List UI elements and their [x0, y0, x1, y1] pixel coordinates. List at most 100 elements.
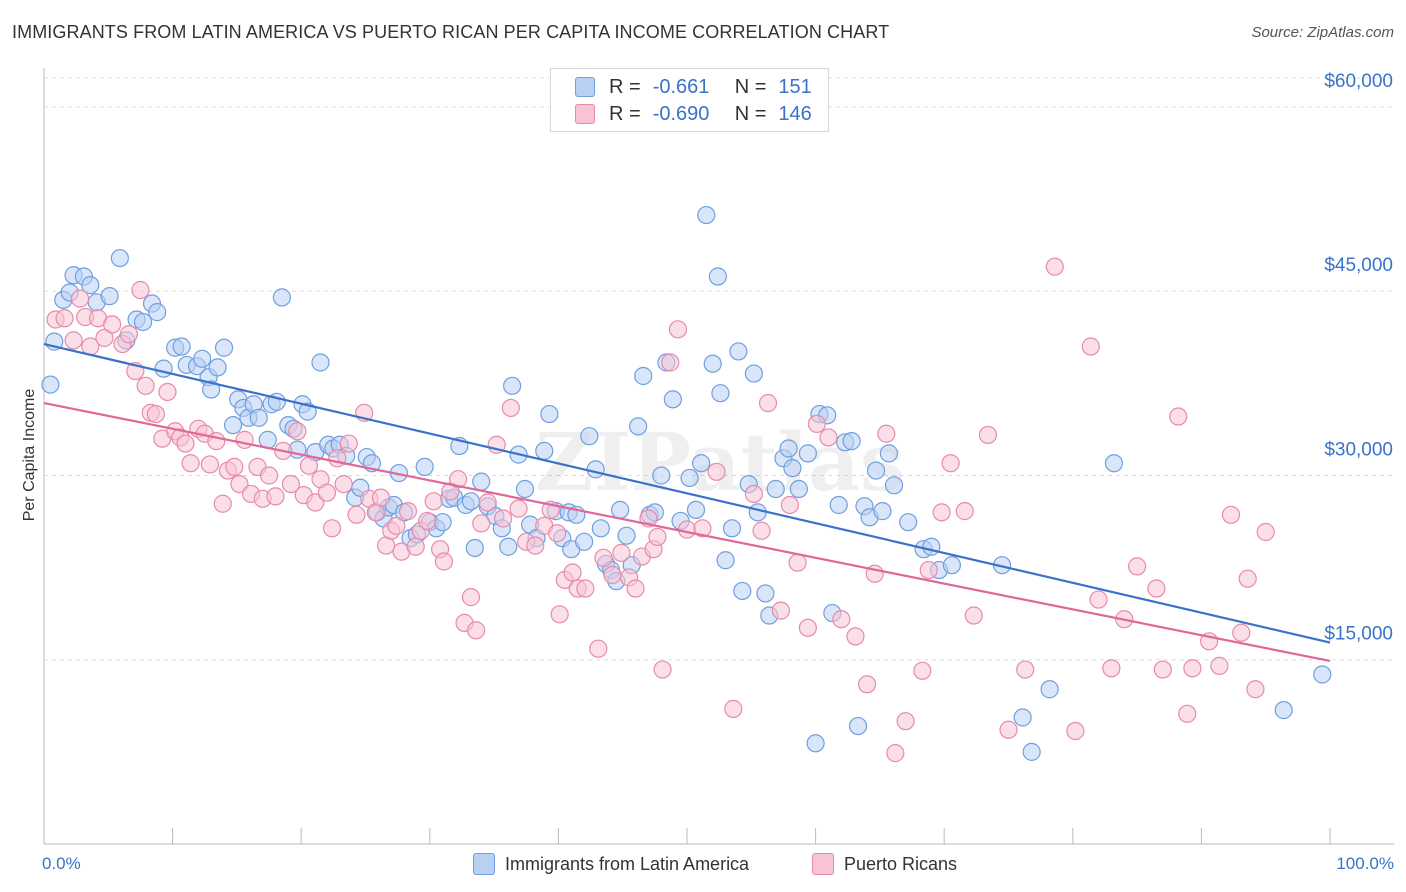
legend-item-latin-america: Immigrants from Latin America [473, 853, 749, 875]
scatter-point [1256, 522, 1275, 542]
scatter-point [146, 404, 165, 424]
scatter-point [461, 492, 481, 511]
scatter-point [697, 205, 716, 225]
scatter-point [1210, 656, 1229, 675]
scatter-point [806, 734, 825, 753]
scatter-point [1169, 407, 1188, 426]
scatter-point [119, 325, 138, 344]
scatter-point [932, 503, 951, 522]
scatter-point [347, 505, 366, 524]
scatter-point [225, 457, 244, 476]
y-tick-label: $60,000 [1324, 71, 1393, 92]
r-label: R = [609, 75, 641, 98]
legend-swatch-blue [473, 853, 495, 875]
blue-swatch [575, 77, 595, 97]
scatter-point [591, 519, 610, 538]
scatter-point [433, 513, 452, 532]
scatter-point [629, 417, 648, 436]
scatter-point [1274, 701, 1293, 720]
scatter-point [448, 470, 468, 489]
scatter-point [722, 519, 742, 538]
scatter-point [466, 621, 486, 640]
scatter-point [758, 393, 778, 413]
scatter-point [680, 468, 699, 488]
scatter-point [580, 427, 599, 446]
scatter-point [829, 495, 848, 515]
trend-line [43, 401, 1331, 663]
scatter-point [866, 461, 886, 480]
scatter-point [748, 503, 767, 522]
scatter-point [1147, 579, 1166, 598]
scatter-point [886, 744, 905, 763]
scatter-point [716, 551, 735, 570]
scatter-point [729, 342, 748, 361]
scatter-point [663, 390, 682, 409]
scatter-point [1221, 505, 1241, 524]
scatter-point [1178, 704, 1197, 723]
scatter-point [703, 354, 722, 373]
scatter-point [148, 303, 167, 322]
scatter-point [230, 474, 249, 494]
stats-legend: R = -0.661 N = 151 R = -0.690 N = 146 [550, 68, 829, 132]
scatter-point [1040, 680, 1059, 699]
r-value: -0.661 [652, 75, 710, 98]
n-value: 151 [778, 75, 812, 98]
scatter-point [603, 565, 622, 585]
scatter-point [1102, 659, 1121, 678]
scatter-point [136, 376, 155, 395]
scatter-point [832, 610, 851, 629]
scatter-point [941, 454, 960, 473]
scatter-point [846, 627, 865, 646]
scatter-point [1183, 659, 1202, 678]
scatter-point [207, 432, 226, 451]
scatter-point [503, 376, 522, 395]
legend-item-puerto-ricans: Puerto Ricans [812, 853, 957, 875]
y-tick-label: $45,000 [1324, 255, 1393, 276]
scatter-point [103, 315, 122, 334]
scatter-point [387, 516, 406, 535]
y-axis-label: Per Capita Income [21, 388, 38, 522]
scatter-point [509, 499, 528, 518]
scatter-point [942, 556, 962, 575]
scatter-point [110, 248, 129, 268]
scatter-point [406, 537, 425, 556]
scatter-point [922, 537, 941, 556]
scatter-point [877, 424, 896, 443]
scatter-point [223, 416, 243, 435]
y-tick-label: $30,000 [1324, 439, 1393, 460]
scatter-point [266, 487, 285, 506]
scatter-point [744, 484, 763, 504]
scatter-point [208, 358, 227, 377]
scatter-point [81, 276, 100, 295]
scatter-point [626, 579, 645, 598]
scatter-point [999, 720, 1018, 739]
scatter-point [955, 502, 974, 521]
scatter-point [788, 553, 807, 572]
scatter-point [100, 287, 119, 306]
scatter-point [181, 454, 200, 473]
scatter-point [668, 320, 688, 339]
scatter-point [857, 675, 877, 694]
scatter-point [494, 509, 513, 528]
scatter-point [586, 460, 605, 479]
x-tick-left: 0.0% [42, 854, 81, 873]
scatter-point [686, 500, 706, 519]
scatter-point [711, 384, 730, 403]
scatter-point [896, 712, 915, 731]
scatter-point [733, 581, 752, 601]
scatter-point [1104, 454, 1124, 473]
scatter-point [540, 404, 559, 424]
scatter-point [472, 514, 491, 533]
scatter-point [798, 444, 817, 463]
scatter-point [1232, 623, 1251, 642]
scatter-point [612, 543, 631, 562]
scatter-point [873, 502, 892, 521]
n-label: N = [734, 102, 767, 125]
scatter-point [752, 521, 771, 540]
scatter-point [415, 457, 434, 476]
scatter-point [176, 434, 195, 453]
scatter-point [744, 364, 763, 383]
scatter-point [913, 661, 932, 680]
scatter-point [771, 601, 790, 620]
chart-source: Source: ZipAtlas.com [1251, 24, 1394, 41]
